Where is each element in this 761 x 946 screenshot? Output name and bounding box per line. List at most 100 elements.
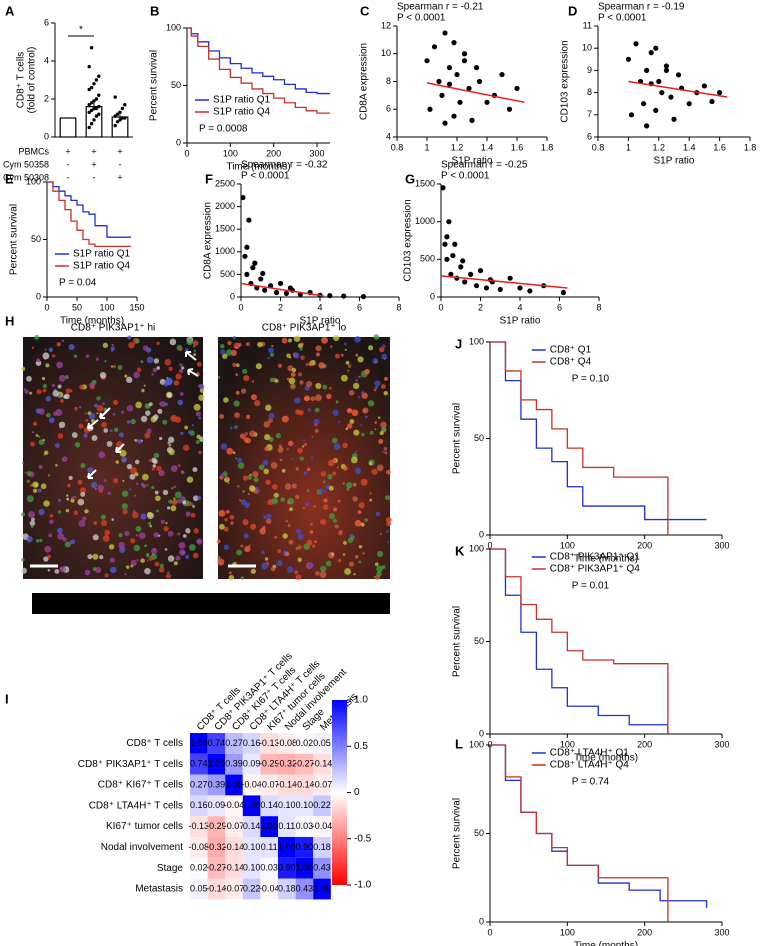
- cell: [101, 421, 107, 428]
- p-value: P = 0.01: [572, 581, 610, 592]
- cell: [140, 415, 148, 423]
- cell: [355, 378, 359, 382]
- cell: [326, 393, 332, 399]
- cell: [310, 522, 313, 526]
- cell: [31, 346, 35, 349]
- row-label: CD8⁺ T cells: [126, 738, 183, 749]
- channel-name: CD8: [199, 598, 217, 608]
- data-point: [287, 285, 293, 291]
- cell: [158, 567, 165, 573]
- heatmap-cell: [242, 733, 261, 754]
- x-tick-label: 8: [596, 302, 601, 312]
- cell: [73, 510, 79, 516]
- micrograph: [216, 334, 392, 581]
- heatmap-cell: [225, 795, 243, 817]
- cell: [244, 545, 251, 553]
- data-point: [118, 118, 122, 122]
- cell: [124, 530, 130, 537]
- cell-label: 0.11: [278, 821, 295, 831]
- heatmap-cell: [313, 795, 331, 817]
- cell: [30, 525, 34, 529]
- y-tick-label: 100: [26, 176, 41, 186]
- cell: [245, 342, 250, 347]
- cell: [60, 398, 64, 403]
- cell: [136, 367, 142, 373]
- data-point: [360, 293, 367, 300]
- cell: [339, 529, 343, 534]
- cell: [306, 380, 313, 387]
- p-value: P = 0.0008: [199, 124, 248, 135]
- cell: [318, 488, 324, 494]
- cell: [236, 484, 240, 488]
- cell: [332, 471, 337, 476]
- cell: [152, 464, 157, 468]
- cell: [188, 544, 196, 551]
- cell: [54, 569, 60, 574]
- cell: [97, 484, 104, 491]
- cell: [57, 527, 63, 534]
- heatmap-cell: [295, 733, 314, 754]
- cell: [148, 556, 153, 561]
- colorbar-tick-label: -0.5: [354, 833, 372, 844]
- x-axis-label: Time (months): [574, 941, 638, 946]
- cell: [38, 508, 45, 516]
- x-tick-label: 0: [184, 148, 189, 158]
- cell: [54, 443, 60, 448]
- x-axis-label: S1P ratio: [654, 156, 695, 167]
- cell: [148, 402, 153, 407]
- cell: [164, 548, 168, 551]
- cell: [101, 402, 105, 406]
- cell: [245, 437, 251, 444]
- cell-label: 0.03: [296, 821, 314, 831]
- cell: [126, 420, 131, 424]
- y-tick-label: 12: [381, 20, 391, 30]
- legend-label: CD8⁺ PIK3AP1⁺ Q4: [550, 564, 640, 575]
- cell: [354, 555, 359, 559]
- cell: [135, 482, 139, 485]
- cell: [235, 345, 239, 349]
- x-tick-label: 300: [714, 540, 729, 550]
- cell: [323, 498, 328, 503]
- cell: [94, 487, 97, 491]
- heatmap-cell: [278, 878, 296, 900]
- cell: [249, 430, 256, 437]
- data-point: [115, 112, 120, 116]
- data-point: [260, 270, 266, 277]
- condition-sign: -: [93, 172, 96, 182]
- cell: [313, 418, 320, 425]
- cell: [261, 562, 268, 570]
- data-point: [473, 65, 480, 71]
- cell: [39, 538, 43, 543]
- cell: [182, 534, 187, 538]
- heatmap-cell: [295, 878, 314, 900]
- heatmap-cell: [278, 857, 296, 879]
- cell: [284, 551, 290, 557]
- cell: [325, 560, 332, 567]
- data-point: [94, 106, 99, 111]
- data-point: [268, 283, 274, 289]
- data-point: [701, 83, 708, 89]
- cell: [53, 411, 58, 417]
- cell: [74, 406, 78, 411]
- cell: [258, 464, 265, 471]
- cell: [193, 403, 201, 411]
- cell: [178, 368, 184, 374]
- legend-label: S1P ratio Q1: [213, 95, 271, 106]
- condition-name: PBMCs: [18, 146, 49, 156]
- cell-label: -0.29: [259, 759, 280, 769]
- y-tick-label: 1500: [215, 224, 235, 234]
- cell: [300, 342, 304, 346]
- cell: [118, 533, 123, 538]
- cell: [144, 544, 147, 548]
- cell: [37, 435, 41, 438]
- cell-label: 0.14: [260, 800, 278, 810]
- x-tick-label: 1.6: [511, 142, 524, 152]
- cell: [373, 388, 377, 392]
- cell: [82, 516, 87, 521]
- cell: [102, 342, 109, 348]
- x-tick-label: 0.8: [592, 142, 605, 152]
- cell: [220, 443, 228, 450]
- cell-label: -0.08: [277, 738, 298, 748]
- y-tick-label: 6: [386, 104, 391, 114]
- cell: [170, 465, 178, 472]
